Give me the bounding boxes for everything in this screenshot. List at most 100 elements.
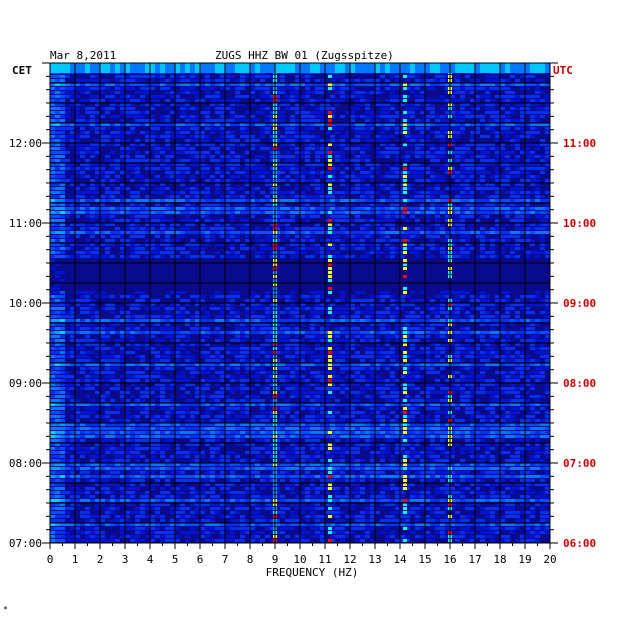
- spectrogram-cell: [190, 207, 195, 210]
- spectrogram-cell: [340, 371, 345, 374]
- spectrogram-cell: [430, 143, 435, 146]
- spectrogram-cell: [175, 315, 180, 318]
- spectrogram-cell: [170, 251, 175, 254]
- spectrogram-cell: [385, 211, 390, 214]
- spectrogram-cell: [455, 171, 460, 174]
- spectrogram-cell: [335, 179, 340, 182]
- spectrogram-cell: [85, 307, 90, 310]
- spectrogram-cell: [545, 327, 550, 330]
- spectrogram-cell: [520, 247, 525, 250]
- spectrogram-cell: [180, 107, 185, 110]
- spectrogram-cell: [60, 231, 65, 234]
- spectrogram-cell: [55, 343, 60, 346]
- spectrogram-cell: [410, 247, 415, 250]
- spectrogram-cell: [360, 171, 365, 174]
- spectrogram-cell: [100, 231, 105, 234]
- spectrogram-cell: [395, 231, 400, 234]
- spectrogram-cell: [340, 91, 345, 94]
- spectrogram-cell: [90, 123, 95, 126]
- spectrogram-cell: [260, 363, 265, 366]
- spectrogram-cell: [140, 143, 145, 146]
- spectrogram-cell: [455, 307, 460, 310]
- spectrogram-cell: [535, 351, 540, 354]
- spectrogram-cell: [75, 211, 80, 214]
- spectrogram-cell: [135, 343, 140, 346]
- spectrogram-cell: [310, 307, 315, 310]
- spectrogram-cell: [125, 203, 130, 206]
- spectrogram-cell: [65, 363, 70, 366]
- spectrogram-cell: [335, 127, 340, 130]
- spectrogram-cell: [295, 351, 300, 354]
- spectrogram-cell: [225, 75, 230, 78]
- spectrogram-cell: [200, 207, 205, 210]
- spectrogram-cell: [70, 127, 75, 130]
- spectrogram-cell: [390, 319, 395, 322]
- spectrogram-cell: [445, 343, 450, 346]
- spectrogram-cell: [155, 235, 160, 238]
- spectrogram-cell: [185, 187, 190, 190]
- spectrogram-cell: [55, 255, 60, 258]
- spectrogram-cell: [300, 131, 305, 134]
- spectrogram-cell: [260, 75, 265, 78]
- spectrogram-cell: [70, 331, 75, 334]
- spectrogram-cell: [500, 363, 505, 366]
- spectrogram-cell: [455, 247, 460, 250]
- spectrogram-cell: [145, 87, 150, 90]
- spectrogram-cell: [250, 115, 255, 118]
- spectrogram-cell: [215, 223, 220, 226]
- spectrogram-cell: [430, 111, 435, 114]
- spectrogram-cell: [60, 251, 65, 254]
- spectrogram-cell: [415, 235, 420, 238]
- spectrogram-cell: [525, 359, 530, 362]
- spectrogram-cell: [455, 311, 460, 314]
- spectrogram-cell: [510, 347, 515, 350]
- spectrogram-cell: [525, 199, 530, 202]
- spectrogram-cell: [225, 131, 230, 134]
- spectrogram-cell: [270, 219, 275, 222]
- spectrogram-cell: [150, 207, 155, 210]
- spectrogram-cell: [430, 131, 435, 134]
- spectrogram-cell: [525, 231, 530, 234]
- spectrogram-cell: [220, 171, 225, 174]
- spectrogram-cell: [180, 363, 185, 366]
- spectrogram-cell: [175, 207, 180, 210]
- spectrogram-cell: [520, 199, 525, 202]
- spectrogram-cell: [495, 335, 500, 338]
- spectrogram-cell: [330, 143, 335, 146]
- spectrogram-cell: [300, 343, 305, 346]
- spectrogram-cell: [435, 231, 440, 234]
- spectrogram-cell: [460, 211, 465, 214]
- spectrogram-cell: [185, 351, 190, 354]
- spectrogram-cell: [480, 299, 485, 302]
- spectrogram-cell: [95, 231, 100, 234]
- spectrogram-cell: [525, 175, 530, 178]
- spectrogram-cell: [205, 319, 210, 322]
- spectrogram-cell: [305, 187, 310, 190]
- spectrogram-cell: [400, 243, 405, 246]
- spectrogram-cell: [510, 95, 515, 98]
- spectrogram-cell: [165, 355, 170, 358]
- spectrogram-cell: [320, 119, 325, 122]
- spectrogram-cell: [415, 339, 420, 342]
- spectrogram-cell: [50, 215, 55, 218]
- spectrogram-cell: [455, 371, 460, 374]
- spectrogram-cell: [440, 119, 445, 122]
- spectrogram-cell: [495, 195, 500, 198]
- spectrogram-cell: [240, 119, 245, 122]
- spectrogram-cell: [130, 339, 135, 342]
- spectrogram-cell: [375, 119, 380, 122]
- spectrogram-cell: [325, 219, 330, 222]
- spectrogram-cell: [115, 143, 120, 146]
- spectrogram-cell: [295, 171, 300, 174]
- spectrogram-cell: [480, 187, 485, 190]
- spectrogram-cell: [160, 331, 165, 334]
- spectrogram-cell: [535, 99, 540, 102]
- spectrogram-cell: [435, 223, 440, 226]
- spectrogram-cell: [410, 187, 415, 190]
- spectrogram-cell: [475, 79, 480, 82]
- spectrogram-cell: [465, 231, 470, 234]
- spectrogram-cell: [475, 179, 480, 182]
- spectrogram-cell: [330, 331, 335, 334]
- spectrogram-cell: [450, 99, 455, 102]
- spectrogram-cell: [130, 315, 135, 318]
